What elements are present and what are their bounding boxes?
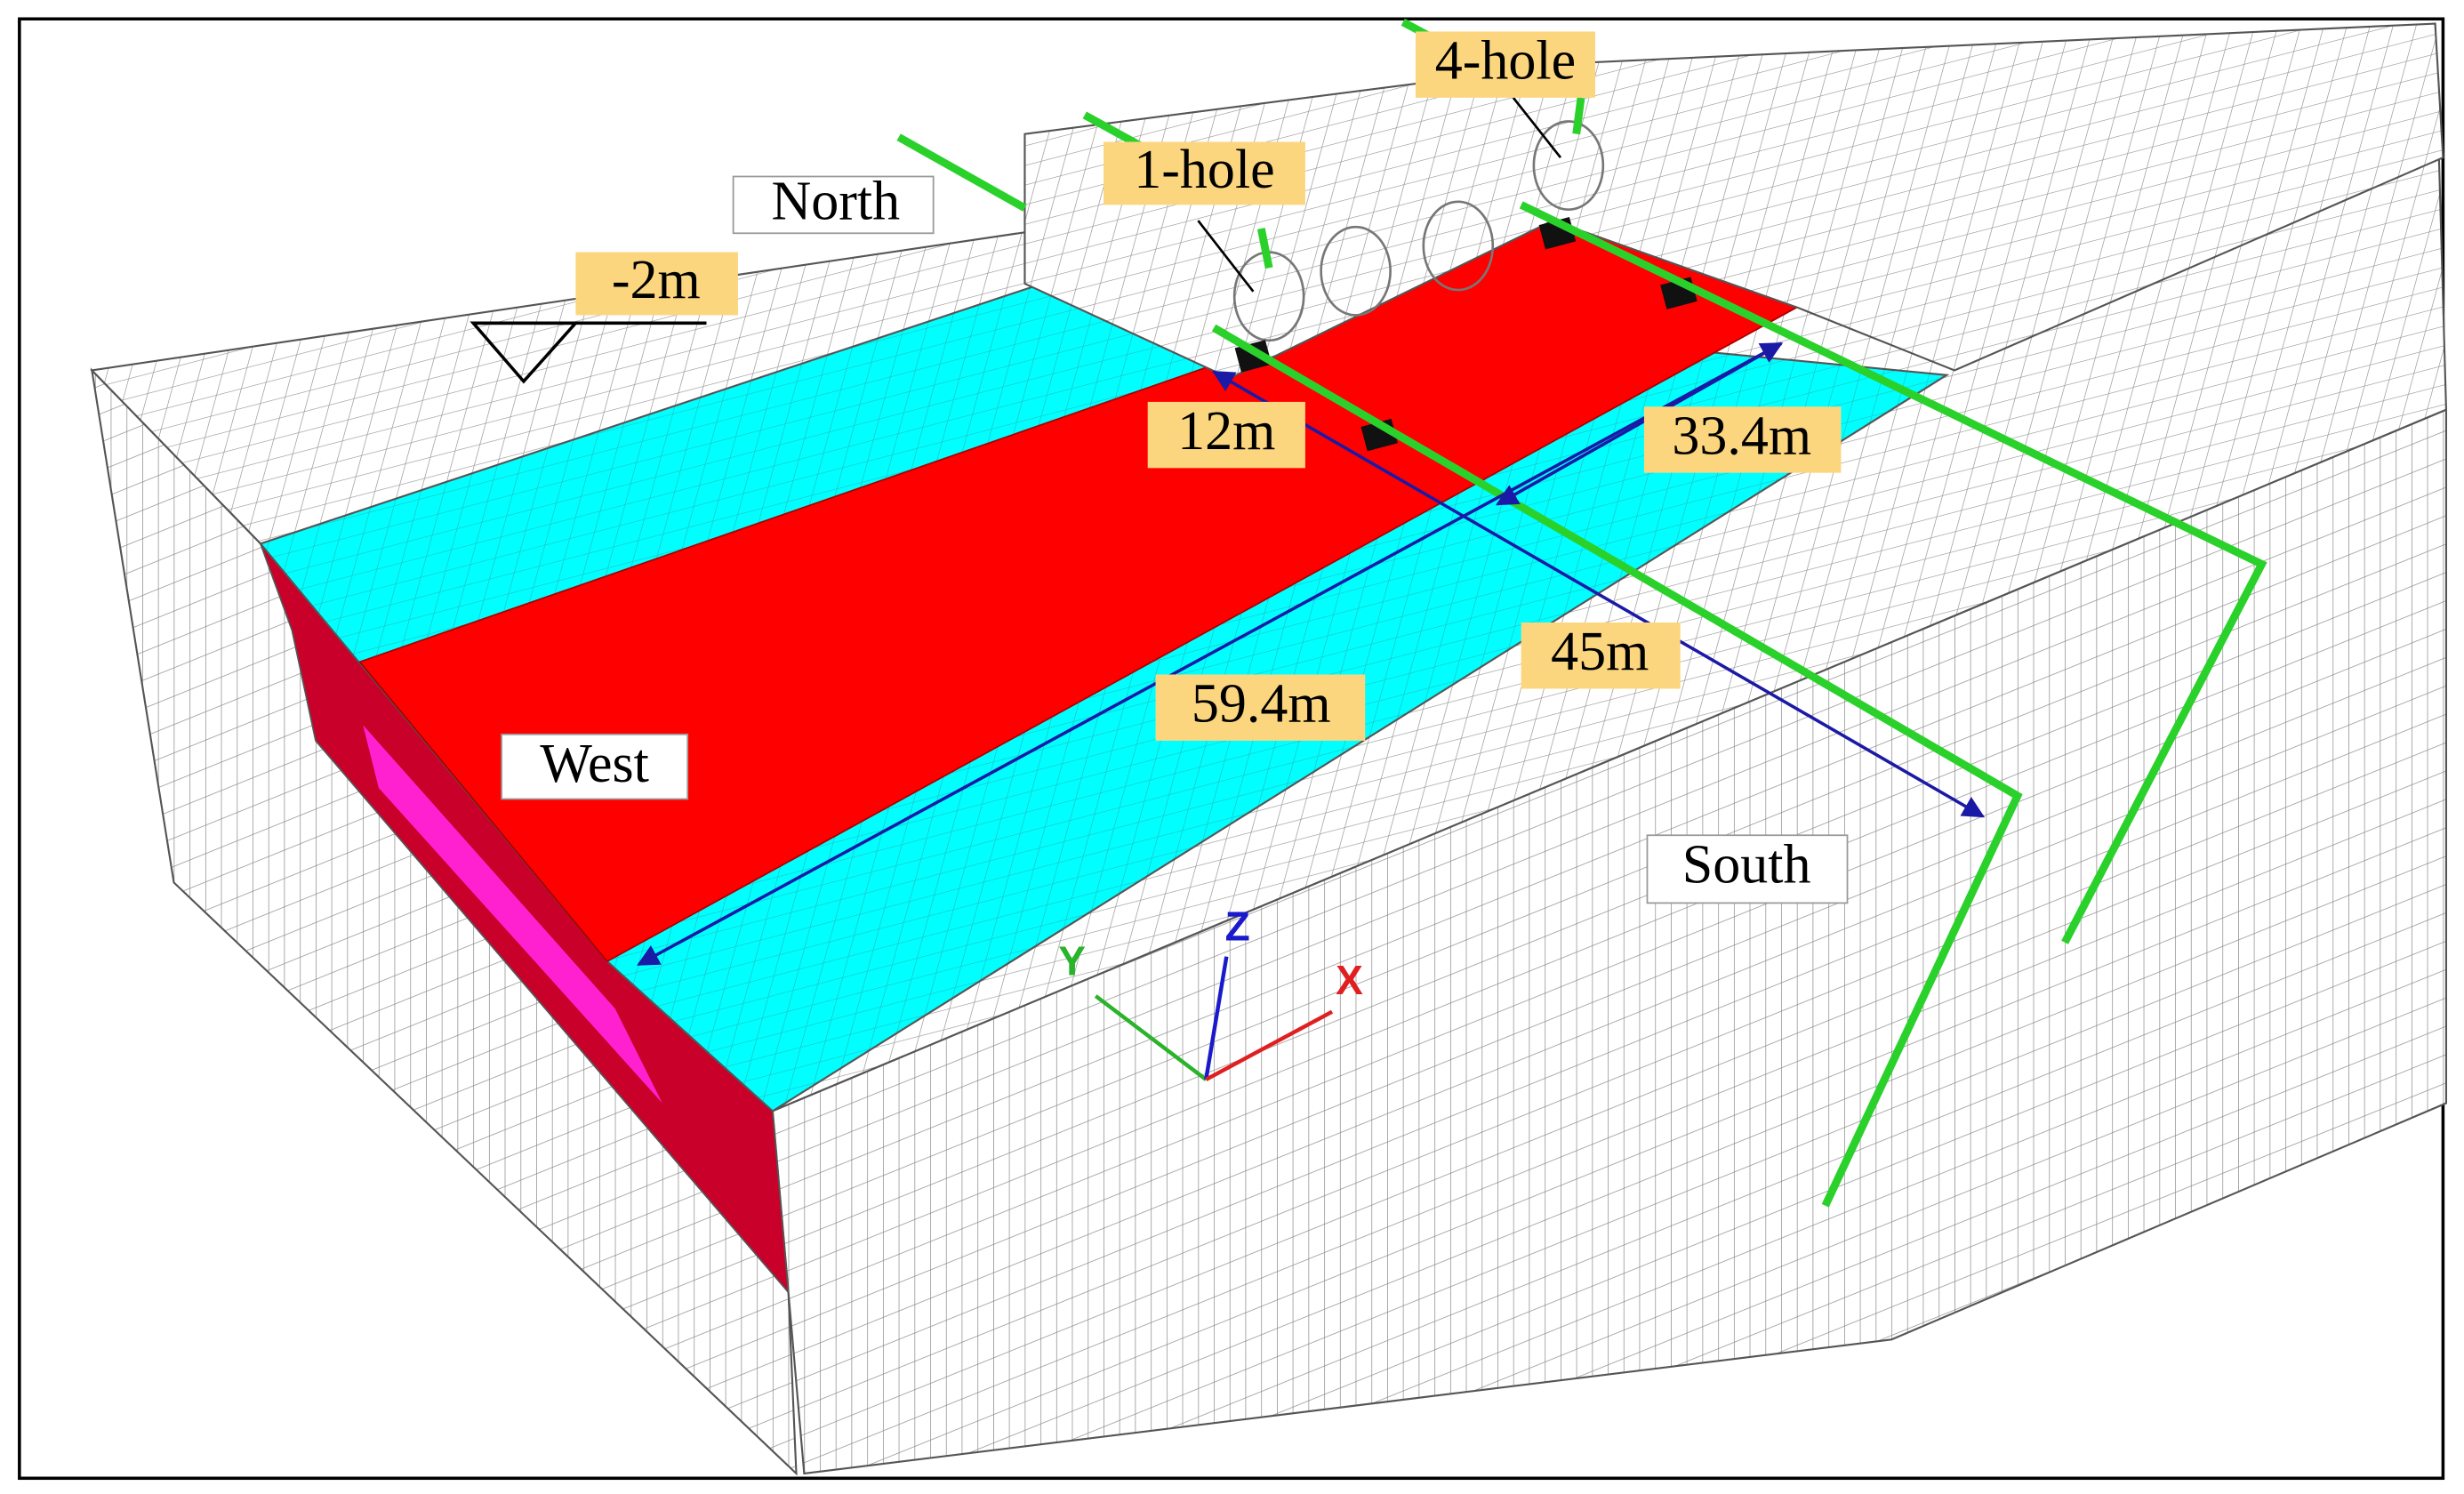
hole-label: 4-hole xyxy=(1435,31,1576,92)
model xyxy=(90,18,2448,1476)
axes xyxy=(1094,956,1334,1081)
hole-label: 1-hole xyxy=(1134,140,1274,200)
direction-label: South xyxy=(1682,834,1811,895)
layer xyxy=(363,725,662,1104)
dimension-label: 33.4m xyxy=(1672,406,1811,466)
culvert xyxy=(1023,22,2444,380)
axis-label: X xyxy=(1336,957,1363,1003)
water-level xyxy=(470,321,707,384)
left-face xyxy=(90,367,798,1476)
direction-label: North xyxy=(771,171,900,231)
axis-label: Y xyxy=(1058,938,1086,984)
pointer xyxy=(1512,97,1562,159)
dimension-label: 59.4m xyxy=(1192,674,1331,735)
dimension-label: 45m xyxy=(1551,622,1649,682)
direction-label: West xyxy=(540,734,648,794)
water-level-label: -2m xyxy=(612,250,701,310)
axis-label: Z xyxy=(1225,904,1250,950)
dimension-label: 12m xyxy=(1177,401,1275,462)
dimension-lines xyxy=(637,341,1986,967)
pointer xyxy=(1197,220,1255,293)
